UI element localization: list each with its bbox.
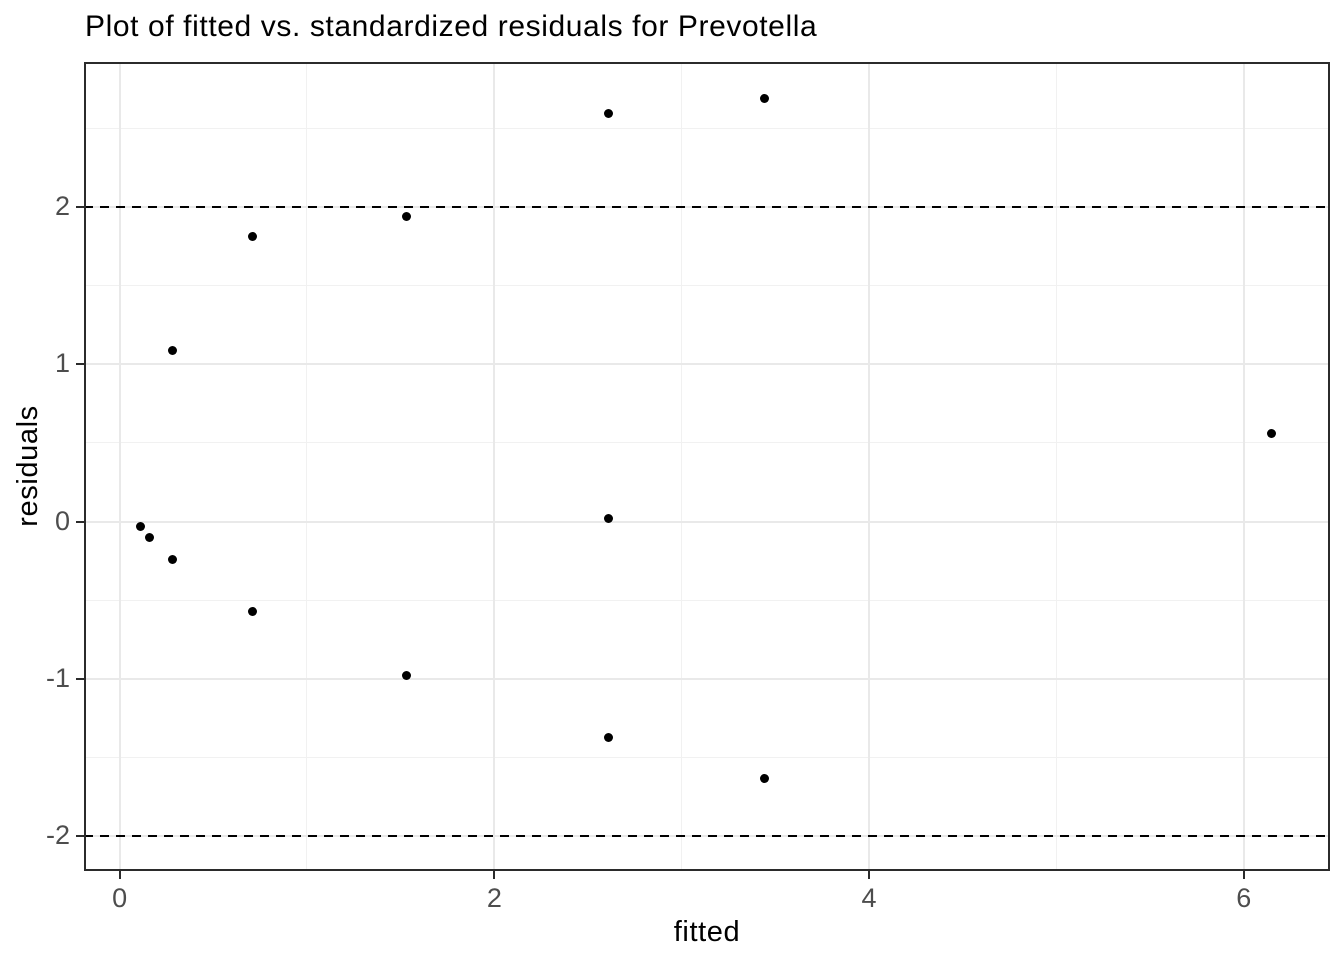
data-point bbox=[248, 232, 258, 242]
x-minor-gridline bbox=[681, 62, 683, 871]
y-tick-label: 0 bbox=[54, 505, 70, 536]
x-minor-gridline bbox=[1055, 62, 1057, 871]
x-axis-tick bbox=[493, 871, 496, 879]
data-point bbox=[604, 109, 614, 119]
x-major-gridline bbox=[868, 62, 871, 871]
x-major-gridline bbox=[1242, 62, 1245, 871]
y-axis-tick bbox=[76, 835, 84, 838]
x-axis-tick bbox=[118, 871, 121, 879]
y-axis-tick bbox=[76, 677, 84, 680]
y-tick-label: 2 bbox=[54, 190, 70, 221]
x-minor-gridline bbox=[306, 62, 308, 871]
reference-line-dashed bbox=[84, 835, 1330, 838]
plot-panel bbox=[84, 62, 1330, 871]
x-major-gridline bbox=[118, 62, 121, 871]
data-point bbox=[401, 211, 411, 221]
x-tick-label: 0 bbox=[112, 883, 128, 913]
x-axis-tick bbox=[868, 871, 871, 879]
x-axis-title: fitted bbox=[673, 916, 741, 948]
data-point bbox=[759, 93, 769, 103]
y-major-gridline bbox=[84, 677, 1330, 680]
y-axis-title: residuals bbox=[12, 405, 44, 527]
plot-title: Plot of fitted vs. standardized residual… bbox=[85, 10, 818, 43]
y-minor-gridline bbox=[84, 127, 1330, 129]
data-point bbox=[604, 732, 614, 742]
y-axis-tick bbox=[76, 520, 84, 523]
data-point bbox=[135, 521, 145, 531]
x-tick-label: 4 bbox=[861, 883, 877, 913]
y-tick-label: 1 bbox=[54, 348, 70, 379]
data-point bbox=[167, 554, 177, 564]
data-point bbox=[145, 532, 155, 542]
y-tick-label: -1 bbox=[45, 662, 70, 693]
data-point bbox=[167, 345, 177, 355]
y-minor-gridline bbox=[84, 284, 1330, 286]
data-point bbox=[759, 773, 769, 783]
x-tick-label: 2 bbox=[486, 883, 502, 913]
data-point bbox=[1267, 428, 1277, 438]
data-point bbox=[248, 606, 258, 616]
y-axis-tick bbox=[76, 363, 84, 366]
y-axis-tick bbox=[76, 205, 84, 208]
data-point bbox=[401, 671, 411, 681]
y-minor-gridline bbox=[84, 757, 1330, 759]
data-point bbox=[604, 513, 614, 523]
x-tick-label: 6 bbox=[1236, 883, 1252, 913]
y-minor-gridline bbox=[84, 442, 1330, 444]
y-major-gridline bbox=[84, 363, 1330, 366]
y-minor-gridline bbox=[84, 599, 1330, 601]
y-major-gridline bbox=[84, 520, 1330, 523]
x-axis-tick bbox=[1242, 871, 1245, 879]
reference-line-dashed bbox=[84, 205, 1330, 208]
x-major-gridline bbox=[493, 62, 496, 871]
y-tick-label: -2 bbox=[45, 820, 70, 851]
